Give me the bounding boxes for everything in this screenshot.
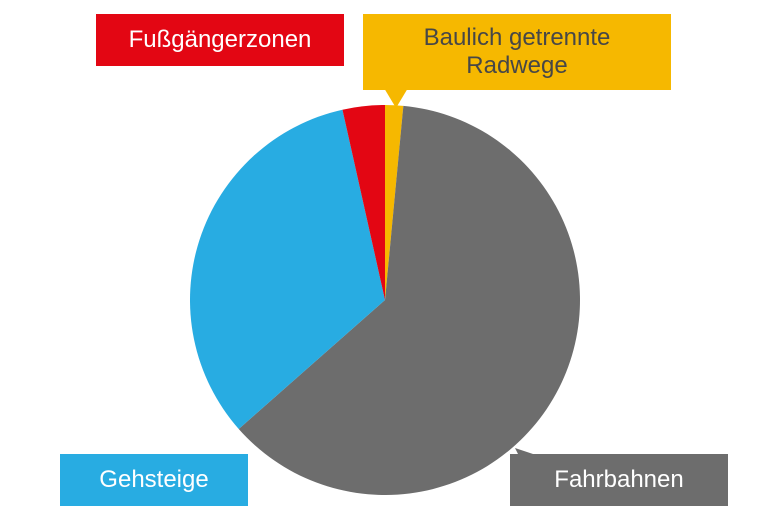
label-radwege: Baulich getrennte Radwege — [363, 14, 671, 90]
label-fussgaengerzonen: Fußgängerzonen — [96, 14, 344, 66]
label-fahrbahnen: Fahrbahnen — [510, 454, 728, 506]
label-gehsteige: Gehsteige — [60, 454, 248, 506]
chart-container: Fußgängerzonen Baulich getrennte Radwege… — [0, 0, 768, 511]
label-tail-gehsteige — [212, 430, 238, 454]
